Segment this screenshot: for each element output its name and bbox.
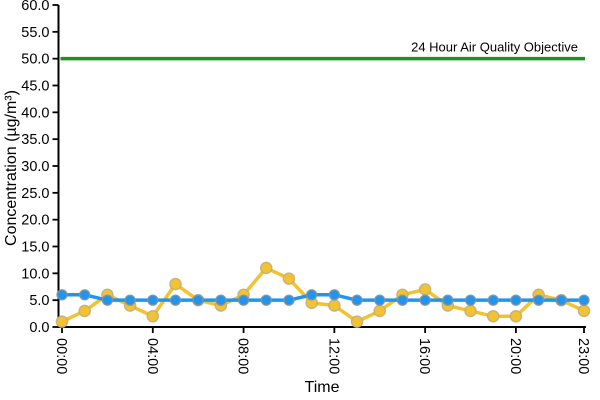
blue-series-point [237,294,250,306]
y-tick-label: 55.0 [21,25,49,41]
yellow-series-point [328,299,341,312]
blue-series-point [56,289,68,301]
blue-series-point [487,294,499,306]
yellow-series-point [169,277,182,291]
yellow-series-point [464,304,477,318]
y-tick-label: 10.0 [21,266,49,282]
y-tick-label: 0.0 [29,320,49,336]
blue-series-point [374,294,386,306]
yellow-series-point [259,261,273,275]
x-tick-label: 04:00 [144,338,160,374]
y-tick-label: 40.0 [21,105,49,121]
x-tick-label: 20:00 [507,338,523,374]
blue-series-point [328,289,341,301]
blue-series-point [442,294,454,306]
yellow-series-point [350,315,364,328]
blue-series-point [147,294,159,306]
blue-series-point [510,294,522,306]
yellow-series-point [146,309,160,323]
y-axis-title: Concentration (µg/m³) [3,90,20,246]
blue-series-point [283,294,295,306]
yellow-series-point [486,309,500,323]
y-tick-label: 50.0 [21,52,49,68]
y-tick-label: 60.0 [21,0,49,14]
x-axis-title: Time [305,379,340,396]
y-tick-label: 5.0 [29,293,49,309]
objective-label: 24 Hour Air Quality Objective [411,40,578,55]
x-tick-label: 08:00 [235,338,251,374]
x-tick-label: 12:00 [325,338,341,374]
blue-series-point [192,294,204,306]
blue-series-point [124,294,136,306]
yellow-series-point [509,309,523,323]
blue-series-point [78,289,91,301]
blue-series-point [578,294,590,306]
blue-series-point [555,294,568,306]
yellow-series-point [577,304,591,318]
yellow-series-point [55,315,69,328]
yellow-series-point [282,272,296,286]
blue-series-point [305,289,318,301]
x-tick-label: 23:00 [575,338,591,374]
blue-series-point [532,294,545,306]
x-tick-label: 00:00 [53,338,69,374]
blue-series-line [60,293,586,302]
y-tick-label: 25.0 [21,186,49,202]
y-tick-label: 20.0 [21,213,49,229]
y-tick-label: 35.0 [21,132,49,148]
blue-series-point [215,294,227,306]
yellow-series-point [373,304,387,318]
yellow-series-point [418,283,432,296]
y-tick-label: 30.0 [21,159,49,175]
blue-series-point [169,294,182,306]
blue-series-point [396,294,409,306]
y-tick-label: 45.0 [21,79,49,95]
yellow-series-point [78,304,91,318]
blue-series-point [260,294,272,306]
blue-series-point [464,294,477,306]
x-tick-label: 16:00 [416,338,432,374]
blue-series-point [101,294,114,306]
y-tick-label: 15.0 [21,240,49,256]
blue-series-point [419,294,431,306]
blue-series-point [351,294,363,306]
